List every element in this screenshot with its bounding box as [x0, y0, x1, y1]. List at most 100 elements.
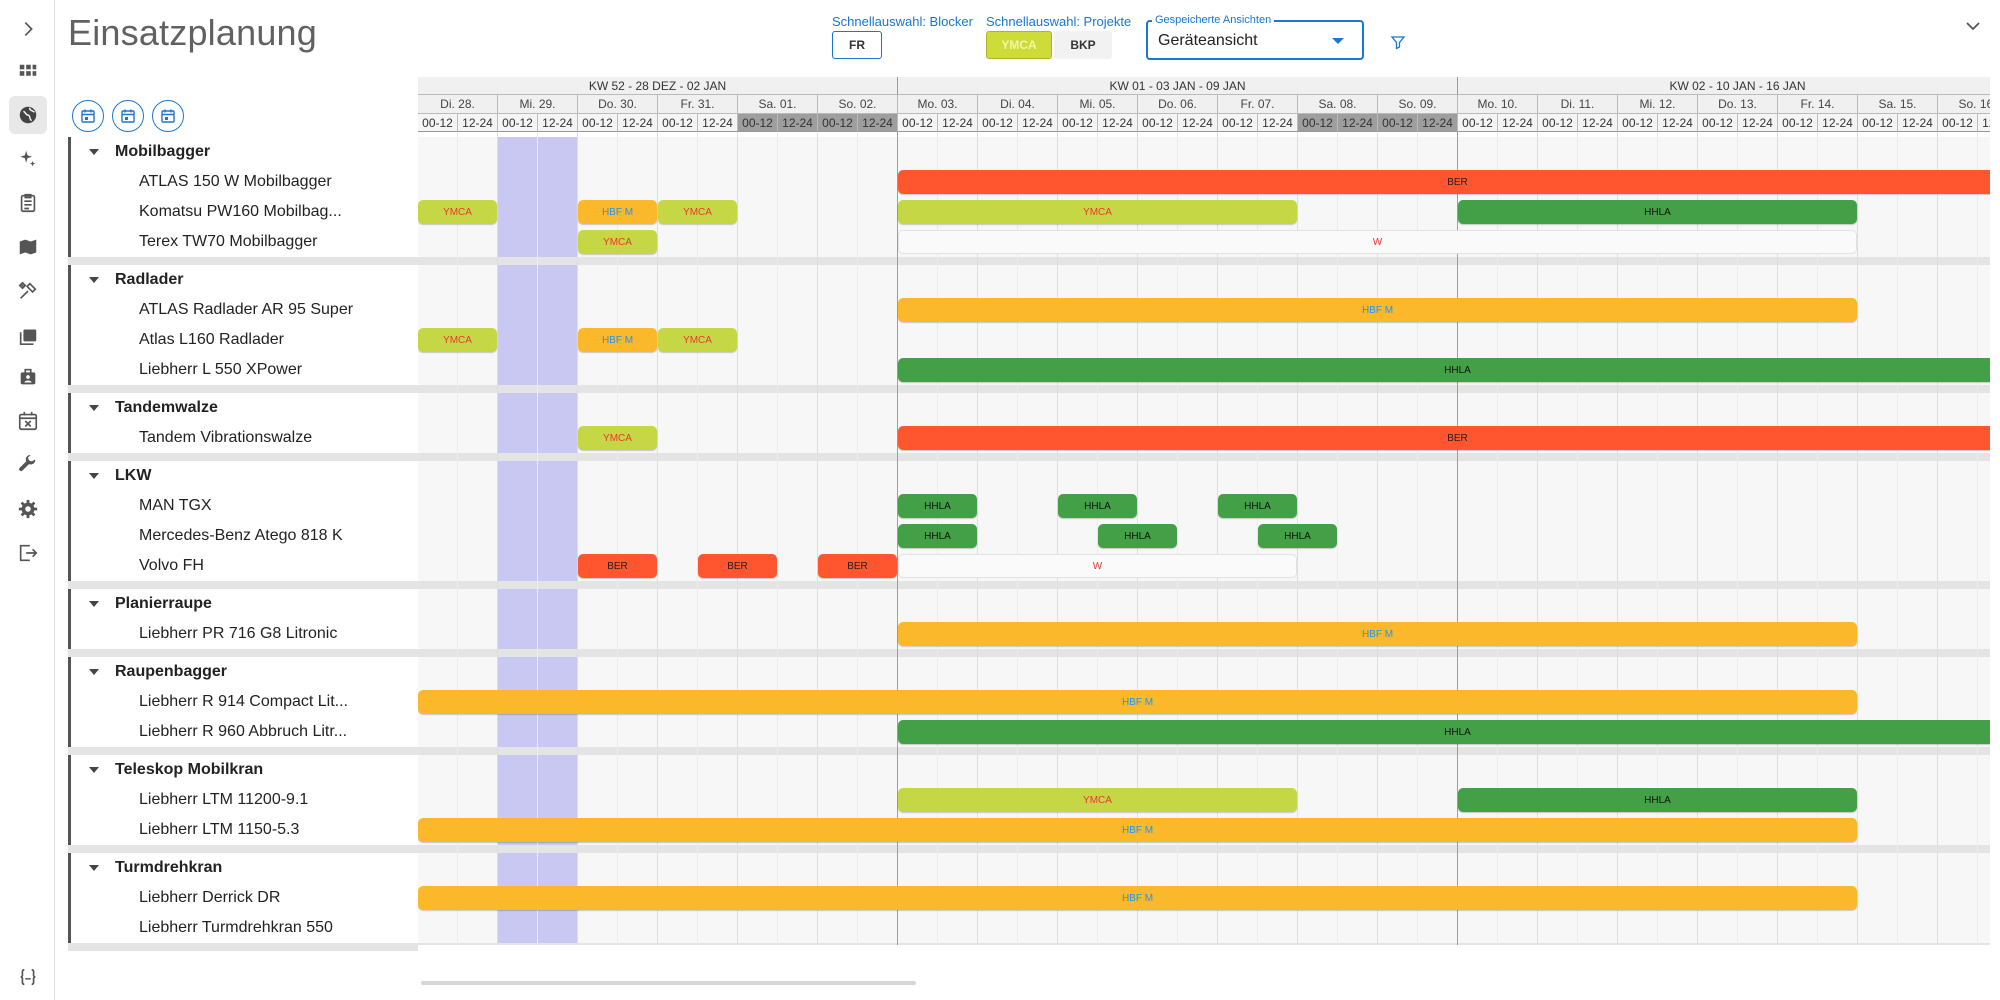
rail-button-logout[interactable] [9, 534, 47, 572]
rail-button-chevron-right[interactable] [9, 10, 47, 48]
resource-row[interactable]: Liebherr L 550 XPower [68, 355, 418, 385]
resource-row[interactable]: Liebherr Derrick DR [68, 883, 418, 913]
caret-down-icon[interactable] [89, 149, 99, 155]
resource-row[interactable]: Volvo FH [68, 551, 418, 581]
timeline-row-background[interactable] [418, 137, 1990, 167]
timeline-row-background[interactable] [418, 657, 1990, 687]
timeline-row-background[interactable] [418, 461, 1990, 491]
booking-bar-hhla[interactable]: HHLA [1098, 524, 1177, 548]
project-chip-bkp[interactable]: BKP [1054, 31, 1112, 59]
booking-bar-ber[interactable]: BER [578, 554, 657, 578]
booking-bar-ymca[interactable]: YMCA [418, 200, 497, 224]
rail-button-map[interactable] [9, 228, 47, 266]
timeline-row-background[interactable] [418, 265, 1990, 295]
booking-bar-hhla[interactable]: HHLA [1218, 494, 1297, 518]
group-header-raupenbagger[interactable]: Raupenbagger [68, 657, 418, 687]
caret-down-icon[interactable] [89, 767, 99, 773]
caret-down-icon[interactable] [89, 277, 99, 283]
calendar-button-3[interactable] [152, 100, 184, 132]
rail-button-sparkles[interactable] [9, 140, 47, 178]
resource-row[interactable]: Liebherr PR 716 G8 Litronic [68, 619, 418, 649]
booking-bar-w[interactable]: W [898, 230, 1857, 254]
resource-row[interactable]: Mercedes-Benz Atego 818 K [68, 521, 418, 551]
timeline-row-background[interactable] [418, 913, 1990, 943]
saved-views-select[interactable]: Geräteansicht [1146, 20, 1364, 60]
booking-bar-ymca[interactable]: YMCA [578, 230, 657, 254]
group-header-mobilbagger[interactable]: Mobilbagger [68, 137, 418, 167]
filter-icon[interactable] [1390, 34, 1406, 50]
booking-bar-ber[interactable]: BER [818, 554, 897, 578]
booking-bar-hhla[interactable]: HHLA [1458, 200, 1857, 224]
resource-row[interactable]: ATLAS 150 W Mobilbagger [68, 167, 418, 197]
booking-bar-ber[interactable]: BER [898, 170, 1990, 194]
calendar-button-1[interactable] [72, 100, 104, 132]
timeline-row-background[interactable] [418, 521, 1990, 551]
booking-bar-ber[interactable]: BER [698, 554, 777, 578]
booking-bar-hbf-m[interactable]: HBF M [578, 200, 657, 224]
group-header-lkw[interactable]: LKW [68, 461, 418, 491]
booking-bar-w[interactable]: W [898, 554, 1297, 578]
resource-row[interactable]: Liebherr R 960 Abbruch Litr... [68, 717, 418, 747]
booking-bar-ymca[interactable]: YMCA [898, 788, 1297, 812]
rail-button-calendar-stack[interactable] [9, 316, 47, 354]
rail-button-clipboard[interactable] [9, 184, 47, 222]
timeline-row-background[interactable] [418, 853, 1990, 883]
horizontal-scrollbar[interactable] [421, 981, 916, 985]
rail-button-braces[interactable] [9, 958, 47, 996]
booking-bar-hhla[interactable]: HHLA [1458, 788, 1857, 812]
resource-row[interactable]: MAN TGX [68, 491, 418, 521]
booking-bar-ymca[interactable]: YMCA [898, 200, 1297, 224]
caret-down-icon[interactable] [89, 865, 99, 871]
booking-bar-hbf-m[interactable]: HBF M [898, 622, 1857, 646]
booking-bar-ymca[interactable]: YMCA [658, 200, 737, 224]
project-chip-ymca[interactable]: YMCA [986, 31, 1052, 59]
calendar-button-2[interactable] [112, 100, 144, 132]
caret-down-icon[interactable] [89, 669, 99, 675]
booking-bar-ymca[interactable]: YMCA [578, 426, 657, 450]
booking-bar-hhla[interactable]: HHLA [898, 720, 1990, 744]
resource-row[interactable]: Terex TW70 Mobilbagger [68, 227, 418, 257]
rail-button-gear[interactable] [9, 490, 47, 528]
resource-row[interactable]: Liebherr LTM 1150-5.3 [68, 815, 418, 845]
rail-button-globe[interactable] [9, 96, 47, 134]
group-header-turmdrehkran[interactable]: Turmdrehkran [68, 853, 418, 883]
blocker-chip-fr[interactable]: FR [832, 31, 882, 59]
rail-button-wrench[interactable] [9, 446, 47, 484]
booking-bar-hbf-m[interactable]: HBF M [418, 886, 1857, 910]
booking-bar-hbf-m[interactable]: HBF M [578, 328, 657, 352]
timeline-row-background[interactable] [418, 589, 1990, 619]
booking-bar-hhla[interactable]: HHLA [898, 358, 1990, 382]
rail-button-tools[interactable] [9, 272, 47, 310]
booking-bar-ymca[interactable]: YMCA [418, 328, 497, 352]
resource-row[interactable]: Liebherr Turmdrehkran 550 [68, 913, 418, 943]
resource-row[interactable]: Liebherr LTM 11200-9.1 [68, 785, 418, 815]
booking-bar-hbf-m[interactable]: HBF M [418, 690, 1857, 714]
timeline-row-background[interactable] [418, 491, 1990, 521]
group-header-tandemwalze[interactable]: Tandemwalze [68, 393, 418, 423]
timeline-row-background[interactable] [418, 393, 1990, 423]
resource-row[interactable]: ATLAS Radlader AR 95 Super [68, 295, 418, 325]
booking-bar-ymca[interactable]: YMCA [658, 328, 737, 352]
booking-bar-hhla[interactable]: HHLA [1058, 494, 1137, 518]
booking-bar-hbf-m[interactable]: HBF M [898, 298, 1857, 322]
rail-button-badge[interactable] [9, 358, 47, 396]
caret-down-icon[interactable] [89, 601, 99, 607]
rail-button-apps-grid[interactable] [9, 54, 47, 92]
caret-down-icon[interactable] [89, 473, 99, 479]
rail-button-calendar-x[interactable] [9, 402, 47, 440]
resource-row[interactable]: Komatsu PW160 Mobilbag... [68, 197, 418, 227]
resource-row[interactable]: Liebherr R 914 Compact Lit... [68, 687, 418, 717]
booking-bar-hbf-m[interactable]: HBF M [418, 818, 1857, 842]
resource-row[interactable]: Atlas L160 Radlader [68, 325, 418, 355]
group-header-planierraupe[interactable]: Planierraupe [68, 589, 418, 619]
booking-bar-hhla[interactable]: HHLA [898, 494, 977, 518]
caret-down-icon[interactable] [89, 405, 99, 411]
booking-bar-ber[interactable]: BER [898, 426, 1990, 450]
timeline-row-background[interactable] [418, 755, 1990, 785]
schedule-timeline[interactable]: KW 52 - 28 DEZ - 02 JAN KW 01 - 03 JAN - … [418, 77, 1990, 945]
chevron-down-icon[interactable] [1963, 16, 1983, 36]
group-header-teleskop-mobilkran[interactable]: Teleskop Mobilkran [68, 755, 418, 785]
resource-row[interactable]: Tandem Vibrationswalze [68, 423, 418, 453]
booking-bar-hhla[interactable]: HHLA [1258, 524, 1337, 548]
booking-bar-hhla[interactable]: HHLA [898, 524, 977, 548]
